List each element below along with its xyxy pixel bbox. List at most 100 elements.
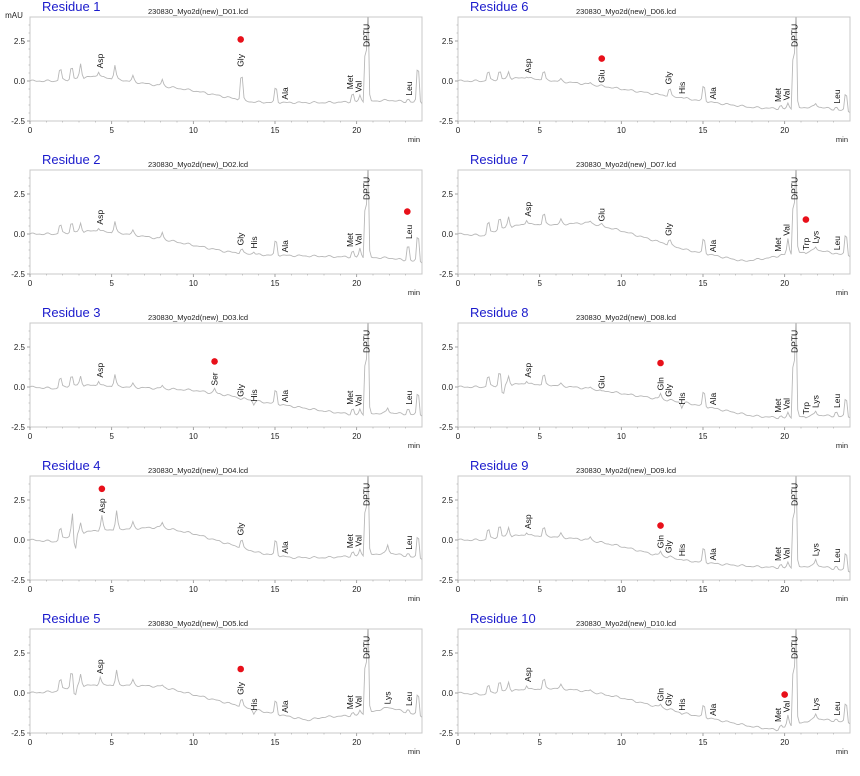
peak-label: Lys <box>811 543 821 556</box>
peak-label: Leu <box>404 225 414 239</box>
peak-label: His <box>677 699 687 711</box>
x-tick-label: 15 <box>271 432 280 441</box>
peak-label: Val <box>781 548 791 560</box>
x-tick-label: 0 <box>28 585 33 594</box>
file-name: 230830_Myo2d(new)_D09.lcd <box>576 466 676 475</box>
peak-label: Gly <box>664 383 674 397</box>
x-tick-label: 0 <box>456 585 461 594</box>
x-axis-label: min <box>408 594 420 603</box>
peak-label: Gly <box>664 693 674 707</box>
x-tick-label: 0 <box>456 738 461 747</box>
x-tick-label: 0 <box>456 126 461 135</box>
x-axis-label: min <box>408 288 420 297</box>
peak-label: His <box>677 82 687 94</box>
x-tick-label: 0 <box>28 432 33 441</box>
peak-label: Met <box>345 390 355 405</box>
peak-label: DPTU <box>790 24 800 47</box>
file-name: 230830_Myo2d(new)_D08.lcd <box>576 313 676 322</box>
peak-label: DPTU <box>362 24 372 47</box>
peak-label: Leu <box>404 390 414 404</box>
x-axis-label: min <box>408 747 420 756</box>
peak-label: Gly <box>236 53 246 67</box>
peak-label: Gly <box>236 522 246 536</box>
peak-label: Ala <box>708 703 718 716</box>
peak-label: Leu <box>832 701 842 715</box>
x-tick-label: 5 <box>109 432 114 441</box>
peak-label: Asp <box>95 53 105 68</box>
x-tick-label: 5 <box>109 738 114 747</box>
residue-title: Residue 2 <box>42 152 101 167</box>
x-tick-label: 0 <box>28 279 33 288</box>
y-tick-label: 0.0 <box>442 77 454 86</box>
y-axis-label: mAU <box>5 11 23 20</box>
peak-label: Leu <box>832 394 842 408</box>
x-tick-label: 20 <box>352 279 361 288</box>
residue-title: Residue 10 <box>470 611 536 626</box>
peak-label: Val <box>781 398 791 410</box>
peak-label: Ser <box>210 372 220 385</box>
y-tick-label: 0.0 <box>14 689 26 698</box>
y-tick-label: -2.5 <box>439 576 453 585</box>
residue-title: Residue 9 <box>470 458 529 473</box>
x-tick-label: 0 <box>456 279 461 288</box>
peak-label: Ala <box>280 541 290 554</box>
x-tick-label: 10 <box>617 279 626 288</box>
peak-label: Ala <box>280 240 290 253</box>
chart-panel: Residue 9 230830_Myo2d(new)_D09.lcd 2.5 0.0… <box>439 458 851 603</box>
peak-label: Met <box>345 694 355 709</box>
x-tick-label: 20 <box>780 279 789 288</box>
peak-label: Val <box>353 535 363 547</box>
residue-title: Residue 3 <box>42 305 101 320</box>
x-tick-label: 15 <box>699 279 708 288</box>
peak-label: DPTU <box>362 483 372 506</box>
peak-label: Leu <box>404 692 414 706</box>
y-tick-label: -2.5 <box>439 117 453 126</box>
peak-label: Met <box>345 232 355 247</box>
x-tick-label: 0 <box>28 738 33 747</box>
peak-label: DPTU <box>790 636 800 659</box>
x-tick-label: 5 <box>537 585 542 594</box>
x-tick-label: 15 <box>271 738 280 747</box>
x-tick-label: 20 <box>780 126 789 135</box>
highlight-marker <box>237 665 244 673</box>
peak-label: DPTU <box>790 330 800 353</box>
x-tick-label: 5 <box>537 279 542 288</box>
peak-label: Gln <box>656 688 666 702</box>
peak-label: DPTU <box>362 330 372 353</box>
peak-label: Glu <box>597 375 607 389</box>
y-tick-label: -2.5 <box>11 117 25 126</box>
peak-label: Asp <box>97 498 107 513</box>
file-name: 230830_Myo2d(new)_D04.lcd <box>148 466 248 475</box>
peak-label: Glu <box>597 69 607 83</box>
x-tick-label: 15 <box>271 279 280 288</box>
y-tick-label: 0.0 <box>442 230 454 239</box>
x-axis-label: min <box>836 135 848 144</box>
x-axis-label: min <box>836 288 848 297</box>
chromatogram-trace <box>30 170 422 264</box>
x-axis-label: min <box>408 441 420 450</box>
y-tick-label: -2.5 <box>439 423 453 432</box>
peak-label: Leu <box>832 236 842 250</box>
peak-label: Val <box>353 234 363 246</box>
y-tick-label: 2.5 <box>442 343 454 352</box>
x-tick-label: 0 <box>28 126 33 135</box>
highlight-marker <box>98 485 106 493</box>
peak-label: Gly <box>236 681 246 695</box>
x-tick-label: 10 <box>617 585 626 594</box>
peak-label: Leu <box>404 81 414 95</box>
chromatogram-trace <box>458 629 850 732</box>
peak-label: Ala <box>708 240 718 253</box>
file-name: 230830_Myo2d(new)_D06.lcd <box>576 7 676 16</box>
highlight-marker <box>598 55 606 62</box>
peak-label: Lys <box>811 231 821 244</box>
peak-label: DPTU <box>362 636 372 659</box>
y-tick-label: -2.5 <box>439 729 453 738</box>
y-tick-label: 2.5 <box>442 649 454 658</box>
peak-label: Ala <box>708 87 718 100</box>
peak-label: Met <box>773 707 783 722</box>
chart-panel: Residue 6 230830_Myo2d(new)_D06.lcd 2.5 0.0… <box>439 0 851 144</box>
y-tick-label: -2.5 <box>11 576 25 585</box>
file-name: 230830_Myo2d(new)_D03.lcd <box>148 313 248 322</box>
